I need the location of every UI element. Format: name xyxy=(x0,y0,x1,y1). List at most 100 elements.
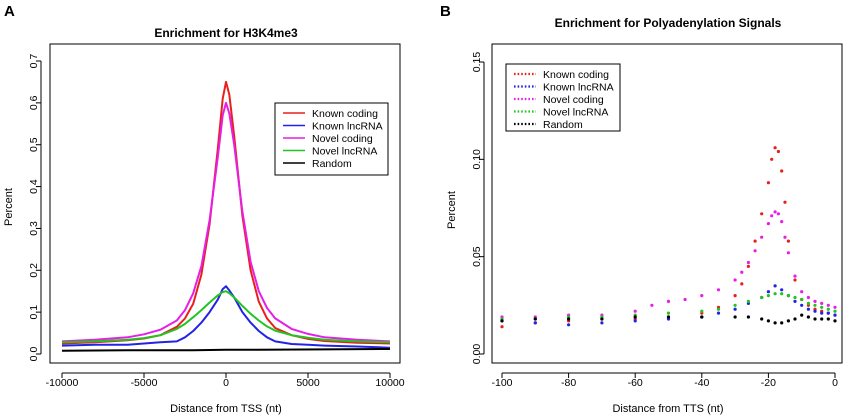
chart-title-a: Enrichment for H3K4me3 xyxy=(154,26,298,40)
data-point-random xyxy=(820,317,824,321)
data-point-novel-coding xyxy=(683,297,687,302)
data-point-novel-coding xyxy=(780,220,784,224)
data-point-known-coding xyxy=(500,325,504,329)
data-point-novel-coding xyxy=(813,299,817,303)
data-point-novel-lncrna xyxy=(760,295,764,300)
data-point-novel-coding xyxy=(746,260,751,265)
data-point-novel-coding xyxy=(633,309,637,313)
x-tick-label-b: -80 xyxy=(561,377,576,389)
y-tick-label-b: 0.10 xyxy=(471,149,483,170)
data-point-known-lncrna xyxy=(733,307,737,311)
legend-label-novel-lncrna: Novel lncRNA xyxy=(312,145,377,157)
data-point-novel-coding xyxy=(766,222,771,226)
series-line-known-lncrna xyxy=(61,285,391,349)
data-point-known-lncrna xyxy=(766,290,771,294)
legend-box-a xyxy=(274,102,389,176)
data-point-known-lncrna xyxy=(793,299,797,303)
data-point-novel-coding xyxy=(760,235,764,239)
data-point-novel-coding xyxy=(773,210,777,214)
data-point-novel-coding xyxy=(800,290,804,294)
data-point-novel-lncrna xyxy=(826,307,830,311)
x-tick-label-a: 0 xyxy=(223,377,229,389)
data-point-novel-lncrna xyxy=(746,299,751,303)
x-axis-label-b: Distance from TTS (nt) xyxy=(612,403,723,415)
data-point-random xyxy=(700,315,704,319)
data-point-random xyxy=(800,313,804,317)
series-line-novel-coding xyxy=(61,101,391,343)
data-point-novel-coding xyxy=(733,278,737,282)
y-tick-label-a: 0.3 xyxy=(28,221,40,236)
data-point-random xyxy=(746,315,751,319)
data-point-novel-coding xyxy=(650,303,654,307)
data-point-known-coding xyxy=(740,282,744,286)
data-point-novel-lncrna xyxy=(800,297,804,302)
data-point-known-lncrna xyxy=(826,311,830,315)
y-tick-label-a: 0.0 xyxy=(28,347,40,362)
data-point-novel-coding xyxy=(783,235,787,239)
panel-label-b: B xyxy=(440,3,451,20)
data-point-novel-coding xyxy=(666,299,671,303)
legend-label-known-coding: Known coding xyxy=(543,69,609,81)
plot-frame-a xyxy=(49,43,401,364)
x-tick-label-b: -20 xyxy=(761,377,776,389)
data-point-novel-lncrna xyxy=(766,294,771,298)
legend-label-novel-coding: Novel coding xyxy=(543,94,604,106)
data-point-novel-lncrna xyxy=(780,292,784,296)
data-point-novel-lncrna xyxy=(786,294,791,298)
data-point-known-coding xyxy=(746,264,751,268)
data-point-known-lncrna xyxy=(833,313,837,317)
data-point-random xyxy=(633,315,637,319)
series-group-a xyxy=(61,80,391,352)
data-point-known-lncrna xyxy=(806,307,811,311)
data-point-novel-coding xyxy=(806,295,811,300)
x-tick-label-b: -100 xyxy=(491,377,512,389)
data-point-random xyxy=(567,317,571,321)
plot-frame-b xyxy=(491,43,843,364)
data-point-random xyxy=(773,321,777,325)
data-point-novel-lncrna xyxy=(700,309,704,313)
data-point-known-coding xyxy=(770,157,774,161)
y-tick-label-a: 0.7 xyxy=(28,54,40,69)
data-point-novel-lncrna xyxy=(716,307,721,311)
data-point-known-coding xyxy=(766,181,771,185)
panel-label-a: A xyxy=(4,3,15,20)
data-point-novel-coding xyxy=(820,301,824,305)
data-point-known-coding xyxy=(760,212,764,216)
x-tick-label-a: -5000 xyxy=(131,377,158,389)
series-points-novel-coding xyxy=(500,210,837,319)
data-point-random xyxy=(833,319,837,323)
y-tick-label-a: 0.6 xyxy=(28,95,40,110)
data-point-random xyxy=(793,317,797,321)
data-point-known-lncrna xyxy=(773,284,777,288)
data-point-novel-lncrna xyxy=(773,292,777,296)
data-point-novel-lncrna xyxy=(666,311,671,315)
series-points-random xyxy=(500,313,837,325)
y-tick-label-b: 0.05 xyxy=(471,246,483,267)
legend-label-known-coding: Known coding xyxy=(312,108,378,120)
data-point-known-coding xyxy=(786,239,791,243)
x-tick-label-a: 10000 xyxy=(375,377,404,389)
y-axis-a: 0.0 0.1 0.2 0.3 0.4 0.5 0.6 0.7 xyxy=(28,54,42,362)
data-point-known-lncrna xyxy=(533,321,537,325)
y-axis-label-a: Percent xyxy=(3,188,15,226)
series-group-b xyxy=(500,146,837,329)
data-point-known-coding xyxy=(783,200,787,204)
data-point-known-coding xyxy=(733,294,737,298)
data-point-known-lncrna xyxy=(813,309,817,313)
data-point-novel-lncrna xyxy=(733,303,737,307)
data-point-known-lncrna xyxy=(600,321,604,325)
y-tick-label-a: 0.5 xyxy=(28,137,40,152)
x-tick-label-a: 5000 xyxy=(296,377,320,389)
series-points-known-lncrna xyxy=(500,284,837,327)
y-tick-label-a: 0.4 xyxy=(28,179,40,194)
data-point-random xyxy=(766,319,771,323)
data-point-novel-coding xyxy=(786,251,791,255)
data-point-novel-coding xyxy=(793,274,797,278)
data-point-random xyxy=(806,315,811,319)
data-point-known-coding xyxy=(776,149,781,154)
y-tick-label-a: 0.1 xyxy=(28,305,40,320)
x-tick-label-b: 0 xyxy=(832,377,838,389)
data-point-random xyxy=(813,317,817,321)
